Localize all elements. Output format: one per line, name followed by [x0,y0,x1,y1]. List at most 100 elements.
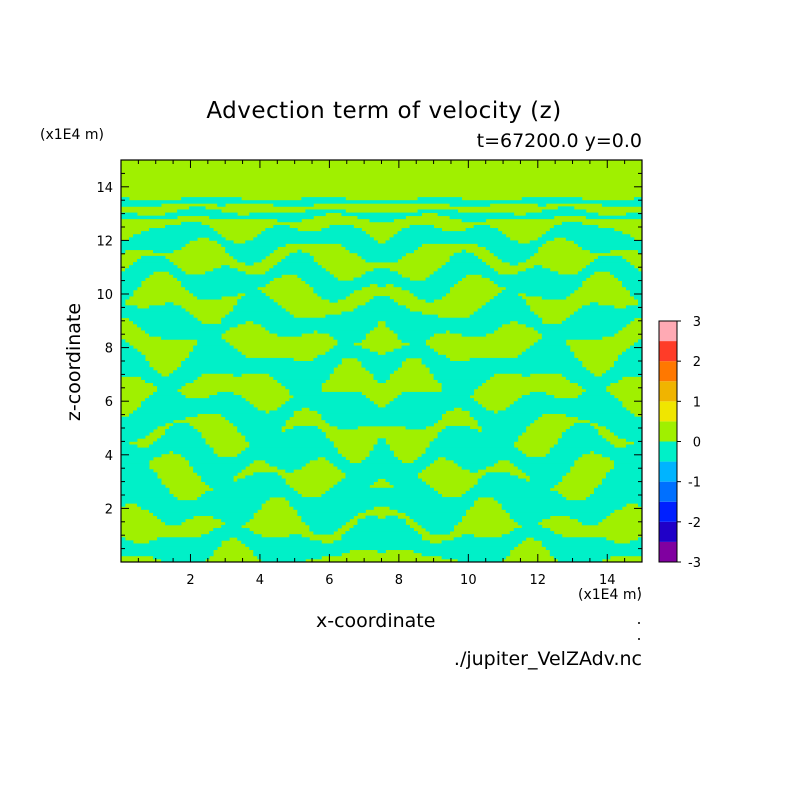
colorbar-level [659,521,677,542]
contour-cell [429,444,515,448]
contour-cell [441,385,479,390]
contour-cell [489,249,539,254]
axes: 2 4 6 8 10 12 14 2 4 6 8 10 12 14 [96,159,643,588]
contour-cell [297,249,302,254]
contour-cell [401,286,451,291]
contour-cell [337,481,374,486]
contour-cell [245,475,282,479]
contour-cell [469,487,551,492]
contour-cell [121,274,150,278]
contour-cell [285,385,322,390]
contour-cell [501,506,623,510]
contour-cell [309,527,338,532]
contour-cell [297,512,358,517]
contour-cell [417,197,463,201]
contour-cell [505,509,615,513]
contour-cell [221,518,250,523]
contour-cell [417,456,439,461]
contour-cell [273,265,322,269]
contour-cell [133,320,202,325]
contour-cell [281,404,378,408]
contour-cell [185,357,294,362]
contour-cell [561,221,583,226]
contour-cell [417,521,459,526]
contour-cell [269,268,326,272]
contour-cell [577,243,643,247]
contour-cell [637,537,643,541]
y-tick-label: 4 [105,449,113,464]
contour-cell [209,484,290,489]
contour-cell [509,262,519,266]
contour-cell [141,404,254,408]
contour-cell [533,326,623,331]
contour-cell [393,283,455,288]
contour-cell [545,453,583,458]
contour-cell [577,382,611,387]
contour-cell [265,459,310,464]
contour-cell [129,413,198,418]
contour-cell [373,373,390,377]
contour-cell [245,438,330,442]
contour-cell [121,546,218,551]
contour-cell [121,469,154,473]
contour-cell [337,339,362,343]
contour-cell [189,459,254,464]
x-tick-label: 10 [460,573,477,588]
contour-cell [637,249,643,254]
contour-cell [633,441,643,445]
contour-cell [409,515,463,520]
x-tick-label: 2 [186,573,194,588]
contour-cell [433,376,491,380]
contour-cell [121,503,126,507]
contour-cell [521,524,543,529]
contour-cell [237,537,310,541]
contour-cell [141,255,166,260]
contour-cell [121,271,154,275]
contour-cell [233,255,266,260]
contour-cell [285,401,374,405]
contour-cell [569,379,619,384]
contour-cell [201,478,234,482]
dot-marker [638,638,640,640]
colorbar-tick-label: -3 [688,556,701,571]
contour-cell [581,268,639,272]
contour-cell [525,292,571,297]
contour-cell [401,339,426,343]
contour-cell [201,493,302,498]
contour-cell [637,339,643,343]
contour-cell [377,379,386,384]
contour-cell [377,283,386,288]
contour-cell [537,203,547,207]
contour-cell [173,370,334,374]
contour-cell [269,410,294,414]
contour-cell [585,265,635,269]
contour-cell [237,258,262,263]
contour-cell [501,258,527,263]
contour-cell [601,478,643,482]
contour-cell [473,311,535,316]
colorbar-tick-label: 1 [693,395,701,410]
contour-cell [137,323,238,328]
contour-cell [121,438,138,442]
contour-cell [213,527,250,532]
contour-cell [121,543,222,547]
contour-cell [341,243,422,247]
contour-cell [257,555,322,560]
contour-cell [565,429,599,433]
contour-cell [121,373,162,377]
contour-cell [457,463,495,467]
contour-cell [461,407,487,411]
contour-cell [205,490,298,495]
contour-cell [637,503,643,507]
contour-cell [293,425,318,430]
contour-cell [421,524,455,529]
contour-cell [481,429,527,433]
contour-cell [477,478,527,482]
contour-cell [289,252,310,257]
contour-cell [157,388,178,393]
contour-cell [425,450,523,455]
contour-cell [193,469,242,473]
contour-cell [317,410,447,414]
contour-cell [525,323,627,328]
contour-cell [373,268,390,272]
